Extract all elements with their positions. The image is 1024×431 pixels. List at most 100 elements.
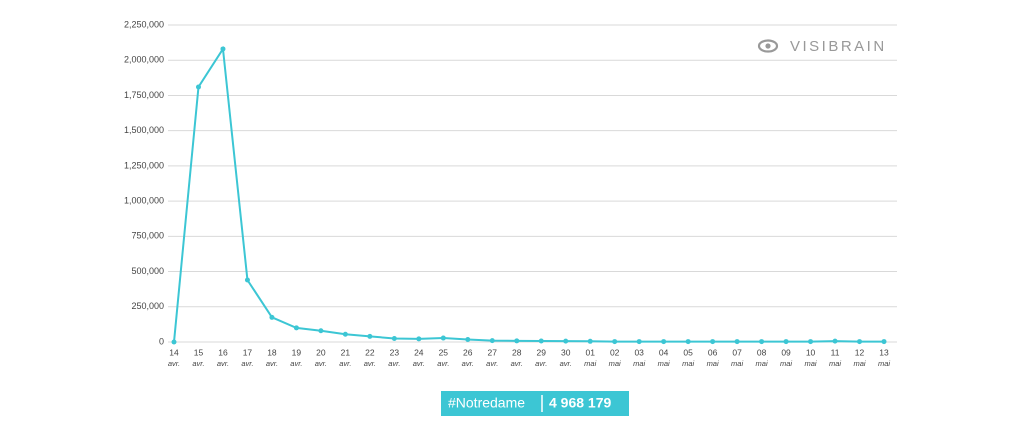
y-tick-label: 1,750,000 [124,90,164,100]
y-tick-label: 750,000 [131,231,164,241]
point [881,339,887,345]
point [734,339,740,345]
x-tick-day: 13 [879,347,889,357]
watermark: VISIBRAIN [790,38,887,55]
x-tick-day: 22 [365,347,375,357]
x-tick-month: mai [658,359,670,368]
y-tick-label: 0 [159,336,164,346]
badge-bg [441,391,629,416]
x-tick-day: 15 [194,347,204,357]
x-tick-day: 10 [806,347,816,357]
x-tick-day: 11 [831,347,840,357]
x-tick-month: mai [707,359,719,368]
x-tick-day: 20 [316,347,326,357]
point [808,339,814,345]
x-tick-day: 14 [169,347,179,357]
point [514,338,520,344]
x-tick-month: avr. [462,359,474,368]
x-tick-month: mai [853,359,865,368]
x-tick-day: 21 [341,347,351,357]
x-tick-month: avr. [266,359,278,368]
point [587,338,593,344]
x-tick-month: mai [878,359,890,368]
x-tick-day: 08 [757,347,767,357]
x-tick-day: 16 [218,347,228,357]
x-tick-day: 23 [390,347,400,357]
y-tick-label: 1,250,000 [124,160,164,170]
x-tick-day: 25 [439,347,449,357]
x-tick-day: 05 [683,347,693,357]
point [440,335,446,341]
x-tick-month: mai [633,359,645,368]
x-tick-day: 27 [488,347,498,357]
x-tick-month: avr. [413,359,425,368]
point [563,338,569,344]
x-tick-month: mai [731,359,743,368]
x-tick-month: avr. [192,359,204,368]
y-tick-label: 500,000 [131,266,164,276]
x-tick-month: mai [756,359,768,368]
x-tick-day: 26 [463,347,473,357]
x-tick-day: 01 [585,347,595,357]
point [857,339,863,345]
x-tick-month: avr. [437,359,449,368]
point [612,339,618,345]
point [244,277,250,283]
point [489,338,495,344]
y-tick-label: 2,000,000 [124,55,164,65]
y-tick-label: 2,250,000 [124,19,164,29]
x-tick-month: mai [609,359,621,368]
x-tick-day: 06 [708,347,718,357]
point [710,339,716,345]
point [465,336,471,342]
x-tick-month: avr. [290,359,302,368]
point [195,84,201,90]
x-tick-day: 12 [855,347,865,357]
x-tick-day: 18 [267,347,277,357]
watermark-logo [757,39,779,53]
x-tick-month: avr. [168,359,180,368]
x-tick-day: 30 [561,347,571,357]
y-tick-label: 250,000 [131,301,164,311]
x-tick-month: mai [780,359,792,368]
x-tick-month: avr. [535,359,547,368]
x-tick-month: avr. [339,359,351,368]
x-tick-day: 04 [659,347,669,357]
x-tick-day: 02 [610,347,620,357]
point [391,335,397,341]
point [636,339,642,345]
x-tick-month: avr. [217,359,229,368]
x-tick-month: avr. [315,359,327,368]
x-tick-month: avr. [486,359,498,368]
x-tick-month: avr. [241,359,253,368]
point [367,333,373,339]
y-tick-label: 1,500,000 [124,125,164,135]
x-tick-month: mai [805,359,817,368]
x-tick-day: 29 [537,347,547,357]
x-tick-month: mai [584,359,596,368]
x-tick-day: 07 [732,347,742,357]
point [685,339,691,345]
x-tick-day: 03 [634,347,644,357]
x-tick-day: 17 [243,347,253,357]
y-tick-label: 1,000,000 [124,195,164,205]
line [173,46,884,343]
point [783,339,789,345]
x-tick-day: 24 [414,347,424,357]
point [318,328,324,334]
x-tick-month: avr. [560,359,572,368]
point [342,331,348,337]
x-tick-month: avr. [364,359,376,368]
badge-total: 4 968 179 [549,395,611,411]
x-tick-month: mai [682,359,694,368]
x-tick-day: 19 [292,347,302,357]
x-tick-day: 09 [781,347,791,357]
point [171,339,177,345]
point [293,325,299,331]
x-tick-day: 28 [512,347,522,357]
x-tick-month: mai [829,359,841,368]
point [416,336,422,342]
point [538,338,544,344]
x-tick-month: avr. [388,359,400,368]
